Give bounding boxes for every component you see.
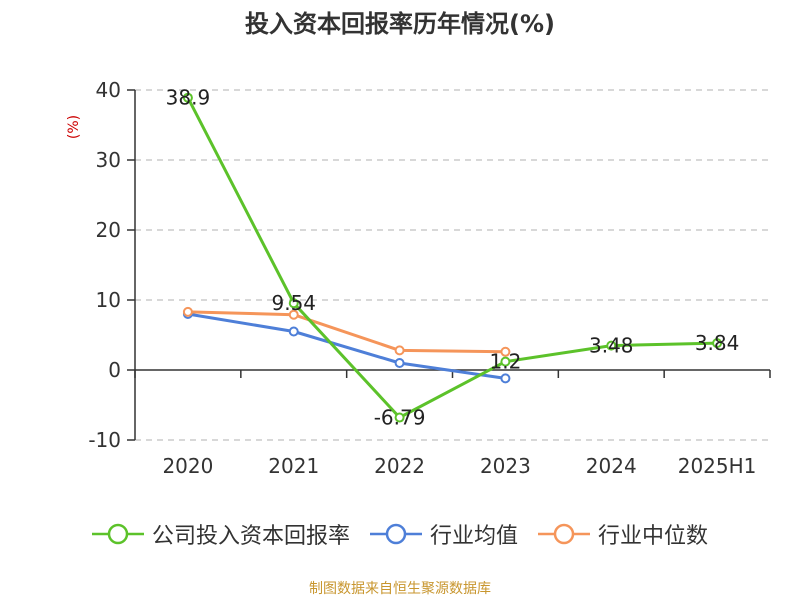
data-label: -6.79: [374, 406, 426, 430]
data-point-1: [394, 358, 405, 368]
y-tick-label: 0: [108, 358, 121, 382]
data-label: 1.2: [490, 350, 522, 374]
x-tick-label: 2022: [374, 454, 425, 478]
x-tick-label: 2020: [162, 454, 213, 478]
data-point-2: [500, 346, 511, 357]
y-tick-label: 10: [96, 288, 121, 312]
x-tick-label: 2025H1: [678, 454, 757, 478]
data-point-2: [394, 345, 405, 356]
data-point-0: [182, 92, 193, 103]
data-point-0: [712, 338, 723, 349]
series-line-2: [187, 310, 506, 354]
y-tick-label: 20: [96, 218, 121, 242]
y-tick-label: -10: [88, 428, 121, 452]
data-label: 38.9: [166, 86, 211, 110]
legend-label-company: 公司投入资本回报率: [151, 524, 350, 549]
x-tick-label: 2021: [268, 454, 319, 478]
data-label: 3.48: [589, 334, 634, 358]
data-point-0: [500, 356, 511, 367]
data-point-0: [394, 412, 405, 423]
legend-item-company[interactable]: 公司投入资本回报率: [91, 518, 350, 550]
legend: 公司投入资本回报率 行业均值 行业中位数: [0, 518, 800, 550]
legend-swatch-industry-median: [538, 523, 590, 545]
data-label: 9.54: [271, 291, 316, 315]
data-point-1: [288, 326, 299, 337]
legend-item-industry-median[interactable]: 行业中位数: [538, 518, 708, 550]
data-point-0: [606, 340, 617, 351]
y-tick-label: 40: [96, 78, 121, 102]
x-tick-label: 2024: [586, 454, 637, 478]
data-point-0: [288, 298, 299, 309]
series-line-0: [186, 97, 718, 419]
chart-title: 投入资本回报率历年情况(%): [245, 10, 555, 38]
x-tick-label: 2023: [480, 454, 531, 478]
data-point-1: [500, 373, 511, 384]
source-note: 制图数据来自恒生聚源数据库: [309, 581, 491, 597]
series-line-1: [187, 312, 506, 380]
data-label: 3.84: [695, 331, 740, 355]
series-lines: [182, 92, 723, 423]
line-chart: -10 0 10 20 30 40 2020 2021 2022 2023 2024 2025H1 (%…: [66, 78, 771, 478]
data-labels: 38.9 9.54 -6.79 1.2 3.48 3.84: [166, 86, 740, 430]
legend-label-industry-avg: 行业均值: [429, 524, 518, 549]
data-point-2: [288, 309, 299, 320]
legend-swatch-industry-avg: [369, 523, 422, 545]
legend-item-industry-avg[interactable]: 行业均值: [369, 518, 518, 550]
grid-lines: [135, 89, 770, 441]
legend-label-industry-median: 行业中位数: [598, 524, 709, 549]
y-unit-label: (%): [66, 115, 82, 139]
data-point-2: [182, 306, 193, 317]
y-tick-label: 30: [96, 148, 121, 172]
legend-swatch-company: [91, 523, 144, 545]
